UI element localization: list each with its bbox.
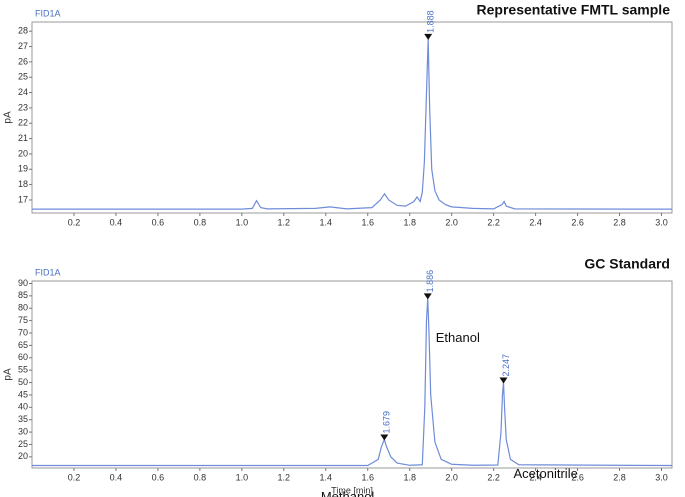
y-tick-label: 17 [18, 194, 28, 204]
peak-marker [423, 293, 432, 300]
x-tick-label: 1.2 [278, 472, 291, 482]
trace-label: FID1A [35, 8, 61, 18]
x-tick-label: 0.8 [194, 217, 207, 227]
plot-frame [31, 280, 673, 469]
x-tick-label: 1.8 [403, 472, 416, 482]
plot-frame [31, 21, 673, 214]
y-tick-label: 30 [18, 426, 28, 436]
y-tick-label: 26 [18, 56, 28, 66]
x-tick-label: 2.8 [613, 472, 626, 482]
y-tick-label: 19 [18, 164, 28, 174]
y-tick-label: 45 [18, 389, 28, 399]
x-tick-label: 2.6 [571, 217, 584, 227]
x-tick-label: 1.8 [403, 217, 416, 227]
chart-title: Representative FMTL sample [477, 2, 671, 18]
peak-rt-label: 2.247 [501, 354, 511, 377]
y-tick-label: 24 [18, 87, 28, 97]
y-axis-label: pA [3, 368, 14, 381]
x-tick-label: 1.4 [320, 472, 333, 482]
x-tick-label: 3.0 [655, 472, 668, 482]
y-tick-label: 20 [18, 451, 28, 461]
x-axis-label: Time [min] [331, 485, 373, 495]
trace-line [32, 38, 673, 210]
peak-marker [499, 377, 508, 384]
y-tick-label: 40 [18, 402, 28, 412]
x-tick-label: 0.6 [152, 472, 165, 482]
y-tick-label: 25 [18, 439, 28, 449]
x-tick-label: 1.6 [361, 472, 374, 482]
y-tick-label: 28 [18, 26, 28, 36]
x-tick-label: 1.0 [236, 472, 249, 482]
y-tick-label: 60 [18, 352, 28, 362]
x-tick-label: 1.6 [361, 217, 374, 227]
x-tick-label: 2.2 [487, 472, 500, 482]
y-tick-label: 55 [18, 365, 28, 375]
x-tick-label: 1.0 [236, 217, 249, 227]
x-tick-label: 0.8 [194, 472, 207, 482]
y-tick-label: 90 [18, 278, 28, 288]
y-tick-label: 25 [18, 72, 28, 82]
x-tick-label: 0.2 [68, 217, 81, 227]
y-tick-label: 23 [18, 102, 28, 112]
trace-label: FID1A [35, 267, 61, 277]
compound-label: Methanol [321, 489, 375, 497]
peak-rt-label: 1.888 [426, 10, 436, 33]
trace-line [32, 298, 673, 467]
compound-label: Ethanol [436, 330, 480, 345]
y-tick-label: 35 [18, 414, 28, 424]
peak-marker [380, 434, 389, 441]
x-tick-label: 1.4 [320, 217, 333, 227]
x-tick-label: 2.2 [487, 217, 500, 227]
y-tick-label: 65 [18, 340, 28, 350]
y-tick-label: 70 [18, 327, 28, 337]
y-axis-label: pA [3, 111, 14, 124]
x-tick-label: 0.4 [110, 472, 123, 482]
compound-label: Acetonitrile [514, 466, 578, 481]
y-tick-label: 18 [18, 179, 28, 189]
peak-rt-label: 1.679 [382, 411, 392, 434]
y-tick-label: 20 [18, 148, 28, 158]
x-tick-label: 2.0 [445, 217, 458, 227]
y-tick-label: 21 [18, 133, 28, 143]
y-tick-label: 22 [18, 118, 28, 128]
y-tick-label: 50 [18, 377, 28, 387]
x-tick-label: 0.6 [152, 217, 165, 227]
y-tick-label: 75 [18, 315, 28, 325]
peak-rt-label: 1.886 [425, 270, 435, 293]
x-tick-label: 2.8 [613, 217, 626, 227]
x-tick-label: 2.6 [571, 472, 584, 482]
x-tick-label: 2.4 [529, 472, 542, 482]
x-tick-label: 2.4 [529, 217, 542, 227]
chart-title: GC Standard [584, 256, 670, 272]
x-tick-label: 2.0 [445, 472, 458, 482]
x-tick-label: 3.0 [655, 217, 668, 227]
x-tick-label: 0.2 [68, 472, 81, 482]
y-tick-label: 27 [18, 41, 28, 51]
x-tick-label: 1.2 [278, 217, 291, 227]
y-tick-label: 85 [18, 290, 28, 300]
y-tick-label: 80 [18, 303, 28, 313]
peak-marker [424, 33, 433, 40]
x-tick-label: 0.4 [110, 217, 123, 227]
